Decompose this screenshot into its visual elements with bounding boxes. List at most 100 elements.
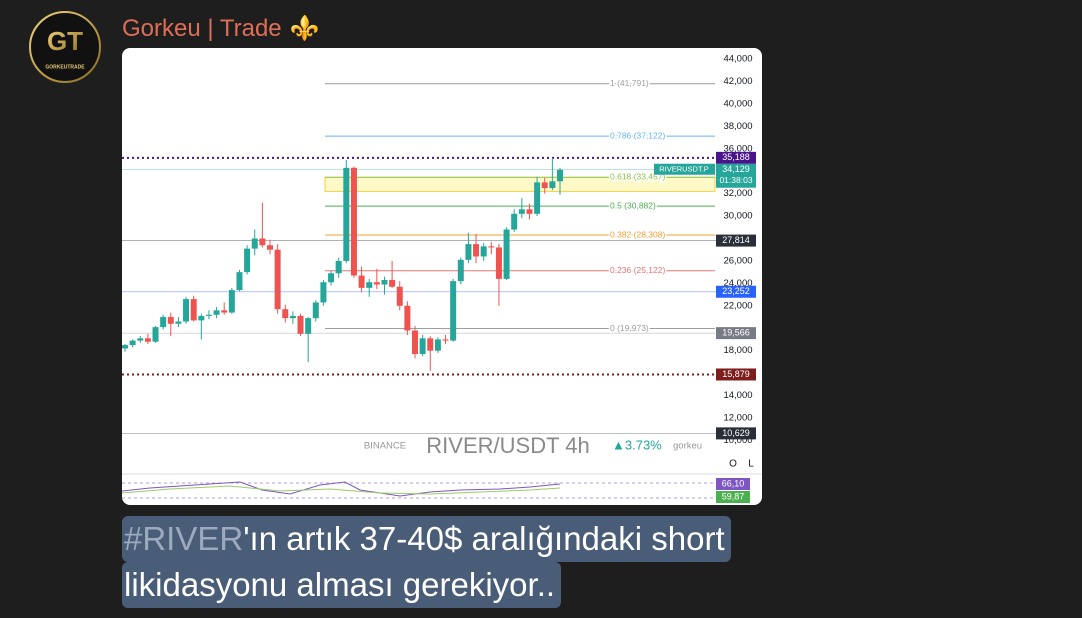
candle-body [137,338,144,341]
candle-body [434,339,441,351]
candle-body [419,338,426,355]
candle-body [267,245,273,250]
countdown: 01:38:03 [719,175,752,185]
candle-body [557,169,563,182]
candle-body [473,244,480,257]
candle-body [442,339,449,341]
avatar-initials: GT [47,26,83,56]
chart-bg [122,48,762,505]
message-caption: #RIVER'ın artık 37-40$ aralığındaki shor… [122,516,731,608]
candle-body [358,275,365,288]
avatar-caption: GORKEUTRADE [45,64,85,70]
fib-label: 0.382 (28,308) [610,229,665,239]
price-tag [716,327,756,340]
y-tick-label: 32,000 [723,188,752,199]
candle-body [190,299,197,321]
price-tag-text: 23,252 [722,286,750,296]
candle-body [289,315,296,319]
price-tag-text: 15,879 [722,369,750,379]
candle-body [228,290,235,313]
y-tick-label: 42,000 [723,76,752,87]
rsi-tag [716,491,750,503]
candle-body [480,246,487,257]
candle-body [205,314,212,316]
hashtag[interactable]: #RIVER [124,520,244,557]
candle-body [465,244,472,260]
candle-body [350,167,357,276]
fib-label: 0 (19,973) [610,323,649,333]
candle-body [122,345,128,349]
candle-body [259,238,266,246]
caption-text: likidasyonu alması gerekiyor.. [124,566,556,603]
candle-body [404,305,411,331]
candle-body [183,299,190,322]
price-tag-text: 27,814 [722,235,750,245]
fib-label: 1 (41,791) [610,78,649,88]
candle-body [373,282,380,285]
candle-body [396,286,403,306]
chart-image[interactable]: 44,000 42,000 40,000 38,000 36,000 32,000 30,0… [122,48,762,505]
rsi-line [122,481,561,497]
candle-body [488,246,495,248]
candle-body [534,182,541,214]
fib-label: 0.5 (30,882) [610,200,656,210]
y-tick-label: 10,000 [723,435,752,446]
price-tag [716,285,756,298]
candle-body [244,248,251,273]
name-emoji: ⚜️ [289,15,320,42]
candle-body [320,282,327,303]
rsi-tag-text: 66,10 [722,478,745,488]
fib-label: 0.618 (33,457) [610,172,665,182]
candle-body [343,167,350,261]
candle-body [144,338,151,342]
candle-body [282,309,289,319]
candle-body [366,282,373,288]
candle-body [389,280,396,287]
candle-body [335,260,342,274]
y-tick-label: 40,000 [723,98,752,109]
candle-body [381,280,388,285]
candle-body [251,238,258,249]
candle-body [274,249,281,310]
candle-body [427,338,434,351]
candle-body [412,330,418,355]
candle-body [541,182,548,189]
avatar[interactable] [29,11,101,83]
fib-label: 0.236 (25,122) [610,265,665,275]
watermark-change: ▲3.73% [612,437,662,452]
candle-body [549,181,556,189]
price-tag [716,368,756,381]
rsi-tag-text: 59,87 [722,491,745,501]
fib-label: 0.786 (37,122) [610,130,665,140]
price-tag [716,427,756,440]
candle-body [129,340,136,346]
rsi-ma [122,485,561,495]
candle-body [175,321,182,324]
watermark-pair: RIVER/USDT 4h [426,433,589,458]
y-tick-label: 14,000 [723,390,752,401]
candle-body [167,317,174,324]
watermark-author: gorkeu [673,441,702,452]
candle-body [526,209,533,214]
price-tag [716,234,756,247]
chart-button: O [729,459,737,470]
candle-body [236,272,243,291]
candle-body [518,209,525,214]
y-tick-label: 18,000 [723,345,752,356]
y-tick-label: 24,000 [723,278,752,289]
caption-text: 'ın artık 37-40$ aralığındaki short [243,520,725,557]
price-tag-text: 19,566 [722,327,750,337]
price-tag [716,151,756,164]
y-tick-label: 12,000 [723,413,752,424]
watermark-exchange: BINANCE [364,441,406,452]
price-tag-text: 35,188 [722,152,750,162]
y-tick-label: 30,000 [723,211,752,222]
candle-body [221,310,228,313]
symbol-label: RIVERUSDT.P [659,165,709,174]
candle-body [305,318,312,334]
y-tick-label: 22,000 [723,300,752,311]
channel-name[interactable]: Gorkeu | Trade ⚜️ [122,14,320,43]
caption-line: #RIVER'ın artık 37-40$ aralığındaki shor… [122,516,731,562]
